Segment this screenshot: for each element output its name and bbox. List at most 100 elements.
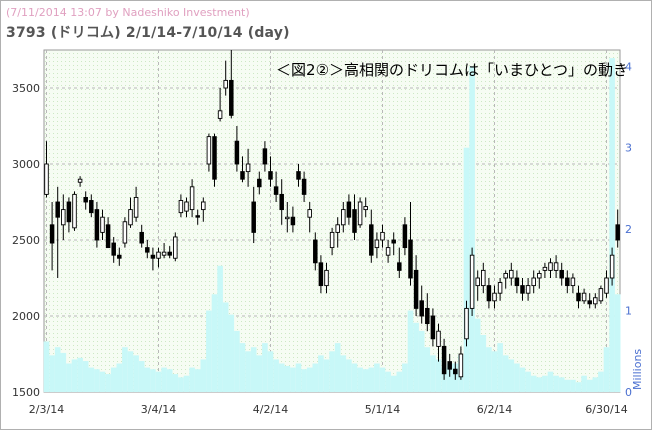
candle-body <box>402 224 408 249</box>
candle-body <box>245 163 251 173</box>
volume-bar <box>497 343 503 392</box>
volume-bar <box>278 363 285 392</box>
price-tick-label: 2000 <box>12 310 40 323</box>
candle <box>139 224 144 248</box>
candle <box>464 300 469 347</box>
volume-bar <box>178 377 184 392</box>
candle <box>77 176 83 187</box>
volume-bar <box>284 365 291 392</box>
candle <box>223 60 228 96</box>
candle <box>520 278 525 301</box>
candle-body <box>430 315 436 340</box>
candle-body <box>83 196 88 203</box>
candle <box>117 247 122 266</box>
candle-body <box>217 110 223 119</box>
candle-body <box>55 201 60 218</box>
candle-body <box>133 196 139 218</box>
volume-bar <box>609 58 615 393</box>
candle <box>369 209 374 263</box>
candle <box>352 194 357 240</box>
volume-bar <box>318 355 324 392</box>
candle <box>285 202 290 233</box>
candle-body <box>565 277 570 287</box>
volume-bar <box>357 367 363 392</box>
volume-bar <box>351 363 358 392</box>
candle-body <box>363 206 368 211</box>
candle-body <box>441 345 447 375</box>
volume-bar <box>564 379 571 392</box>
candle <box>402 217 408 256</box>
candle-body <box>335 224 340 233</box>
candle <box>581 288 587 304</box>
volume-bar <box>116 363 123 392</box>
candle-body <box>161 251 167 256</box>
volume-bar <box>189 367 195 392</box>
volume-bar <box>368 367 375 392</box>
candle-body <box>324 269 329 287</box>
candle <box>245 148 251 187</box>
candle-body <box>593 297 598 305</box>
candle <box>385 240 391 263</box>
candle-body <box>66 201 72 223</box>
volume-bar <box>603 347 610 392</box>
volume-bar <box>60 352 67 392</box>
candle-body <box>352 209 357 233</box>
candle-body <box>329 231 335 249</box>
volume-bar <box>519 367 526 392</box>
candle <box>318 255 324 294</box>
candle-body <box>301 178 307 195</box>
candle-body <box>189 186 195 211</box>
candle-body <box>105 224 111 249</box>
volume-bar <box>161 367 167 392</box>
candle <box>346 194 352 225</box>
volume-bar <box>183 375 190 392</box>
candle-body <box>374 239 380 249</box>
candle <box>217 88 223 122</box>
candle <box>615 209 620 248</box>
candle <box>525 278 531 301</box>
date-tick-label: 3/4/14 <box>141 403 176 416</box>
candle-body <box>509 269 514 279</box>
candle-body <box>436 330 441 347</box>
candle-body <box>122 221 128 244</box>
candle <box>441 338 447 380</box>
volume-bar <box>172 374 179 392</box>
volume-bar <box>536 377 543 392</box>
volume-bar <box>581 375 587 392</box>
candle-body <box>77 178 83 183</box>
candle <box>111 236 116 263</box>
volume-bar <box>217 265 223 392</box>
candle-body <box>240 171 245 180</box>
volume-bar <box>133 355 139 392</box>
candle <box>397 247 402 278</box>
volume-bar <box>262 343 268 392</box>
volume-bar <box>340 355 347 392</box>
candle <box>542 262 548 278</box>
candle <box>436 323 441 362</box>
candle-body <box>341 209 346 226</box>
volume-bar <box>290 367 296 392</box>
candle <box>290 206 296 233</box>
volume-bar <box>200 359 207 392</box>
candle <box>593 293 598 309</box>
candle <box>72 191 77 231</box>
candle-body <box>486 285 492 302</box>
candle-body <box>111 242 116 256</box>
candle-body <box>150 254 156 259</box>
volume-bar <box>71 359 78 392</box>
volume-bar <box>570 379 576 392</box>
candle-body <box>139 231 144 244</box>
volume-bar <box>402 363 408 392</box>
candle-body <box>178 200 184 214</box>
candle-body <box>514 277 520 287</box>
volume-bar <box>614 294 621 392</box>
volume-bar <box>435 359 442 392</box>
volume-bar <box>547 371 554 392</box>
candle-body <box>581 292 587 302</box>
candle-body <box>481 269 486 287</box>
candle-body <box>279 193 284 211</box>
candle <box>296 164 301 187</box>
candle-body <box>525 285 531 294</box>
candle-body <box>497 282 503 294</box>
candle <box>206 133 212 172</box>
